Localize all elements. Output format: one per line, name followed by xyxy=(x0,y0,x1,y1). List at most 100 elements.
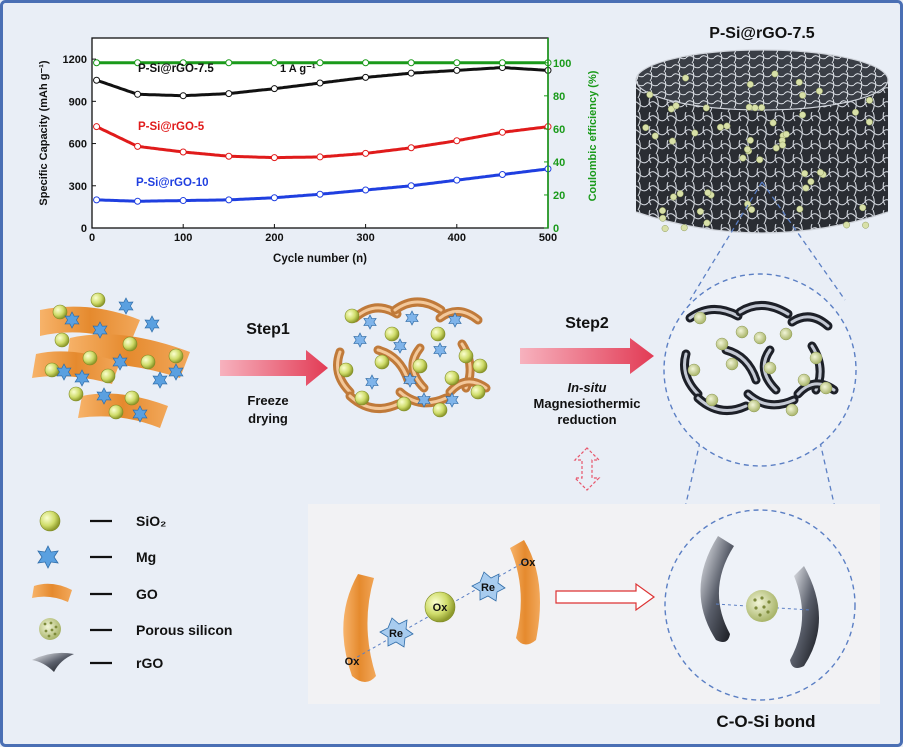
chart-y-left-label: Specific Capacity (mAh g⁻¹) xyxy=(38,60,50,206)
go-sheet-highlight xyxy=(336,350,352,394)
cylinder-title: P-Si@rGO-7.5 xyxy=(709,25,815,42)
sio2-particle xyxy=(140,354,156,370)
mg-particle xyxy=(96,387,112,405)
data-point xyxy=(270,194,278,202)
series-label-10: P-Si@rGO-10 xyxy=(136,177,209,189)
y-left-tick-label: 600 xyxy=(69,139,87,151)
bond-label: C-O-Si bond xyxy=(716,712,815,731)
sio2-sphere-icon xyxy=(39,510,61,532)
x-tick-label: 500 xyxy=(539,232,557,244)
legend-label-porous-silicon: Porous silicon xyxy=(136,622,232,638)
porous-si-particle xyxy=(797,373,811,387)
mg-particle xyxy=(403,372,417,388)
y-left-tick-label: 1200 xyxy=(63,54,87,66)
series-1 xyxy=(93,123,552,162)
data-point xyxy=(316,59,324,67)
sio2-particle xyxy=(412,358,428,374)
silicon-dot xyxy=(691,129,699,137)
step1-line2: drying xyxy=(248,411,288,426)
rgo-sheet-highlight xyxy=(696,396,748,412)
data-point xyxy=(179,197,187,205)
silicon-dot xyxy=(799,111,807,119)
legend-label-mg: Mg xyxy=(136,549,156,565)
mg-particle xyxy=(448,312,462,328)
mg-particle xyxy=(64,311,80,329)
chart-x-label: Cycle number (n) xyxy=(273,253,367,265)
legend-label-go: GO xyxy=(136,586,158,602)
silicon-dot xyxy=(745,103,753,111)
sio2-particle xyxy=(354,390,370,406)
mg-particle xyxy=(393,338,407,354)
data-point xyxy=(179,92,187,100)
silicon-dot xyxy=(807,178,815,186)
silicon-dot xyxy=(769,119,777,127)
porous-si-particle xyxy=(705,393,719,407)
mg-particle xyxy=(353,332,367,348)
silicon-dot xyxy=(651,132,659,140)
x-tick-label: 100 xyxy=(174,232,192,244)
re-label-1: Re xyxy=(389,628,403,640)
series-label-7-5: P-Si@rGO-7.5 xyxy=(138,63,214,75)
data-point xyxy=(453,137,461,145)
silicon-dot xyxy=(796,205,804,213)
data-point xyxy=(407,59,415,67)
freeze-dried-composite xyxy=(333,297,491,418)
data-point xyxy=(225,196,233,204)
silicon-dot xyxy=(743,145,751,153)
y-left-tick-label: 300 xyxy=(69,181,87,193)
data-point xyxy=(316,79,324,87)
silicon-dot xyxy=(866,96,873,104)
rgo-sheet-highlight xyxy=(724,348,758,382)
silicon-dot xyxy=(859,204,867,212)
sio2-particle xyxy=(90,292,106,308)
porous-si-particle xyxy=(779,327,793,341)
data-point xyxy=(93,196,101,204)
porous-si-particle xyxy=(693,311,707,325)
porous-si-particle xyxy=(747,399,761,413)
data-point xyxy=(498,171,506,179)
sio2-particle xyxy=(122,336,138,352)
legend-label-rgo: rGO xyxy=(136,655,163,671)
silicon-dot xyxy=(751,104,759,112)
rgo-sheet-icon xyxy=(32,652,74,672)
silicon-dot xyxy=(703,219,711,227)
mg-particle xyxy=(74,369,90,387)
porous-si-particle xyxy=(687,363,701,377)
chart-marks xyxy=(93,59,552,205)
silicon-dot xyxy=(669,137,676,145)
data-point xyxy=(270,85,278,93)
sio2-particle xyxy=(338,362,354,378)
x-tick-label: 400 xyxy=(448,232,466,244)
data-point xyxy=(453,66,461,74)
data-point xyxy=(362,149,370,157)
step2-title: Step2 xyxy=(565,315,609,332)
precursor-mixture xyxy=(32,292,190,428)
sio2-particle xyxy=(344,308,360,324)
silicon-dot xyxy=(843,221,851,229)
porous-electrode-cylinder: P-Si@rGO-7.5 xyxy=(635,25,889,234)
silicon-dot xyxy=(771,70,779,78)
silicon-dot xyxy=(744,200,752,208)
data-point xyxy=(407,144,415,152)
legend: SiO₂ Mg GO Porous silicon rGO xyxy=(32,510,232,672)
mg-particle xyxy=(433,342,447,358)
mg-particle xyxy=(144,315,160,333)
sio2-particle xyxy=(430,326,446,342)
rgo-sheet-highlight xyxy=(683,352,700,396)
silicon-dot xyxy=(758,104,766,112)
silicon-dot xyxy=(676,190,684,198)
silicon-dot xyxy=(772,144,780,152)
go-sheet-highlight xyxy=(393,300,443,312)
data-point xyxy=(498,128,506,136)
silicon-dot xyxy=(746,136,754,144)
y-right-tick-label: 20 xyxy=(553,190,565,202)
silicon-dot xyxy=(672,102,680,110)
data-point xyxy=(362,59,370,67)
silicon-dot xyxy=(852,108,859,116)
data-point xyxy=(225,59,233,67)
chart-axes: 0 100 200 300 400 500030060090012000204060801… xyxy=(63,38,571,244)
embedded-silicon-particles xyxy=(642,70,873,232)
data-point xyxy=(134,197,142,205)
porous-si-particle xyxy=(715,337,729,351)
sio2-particle xyxy=(458,348,474,364)
